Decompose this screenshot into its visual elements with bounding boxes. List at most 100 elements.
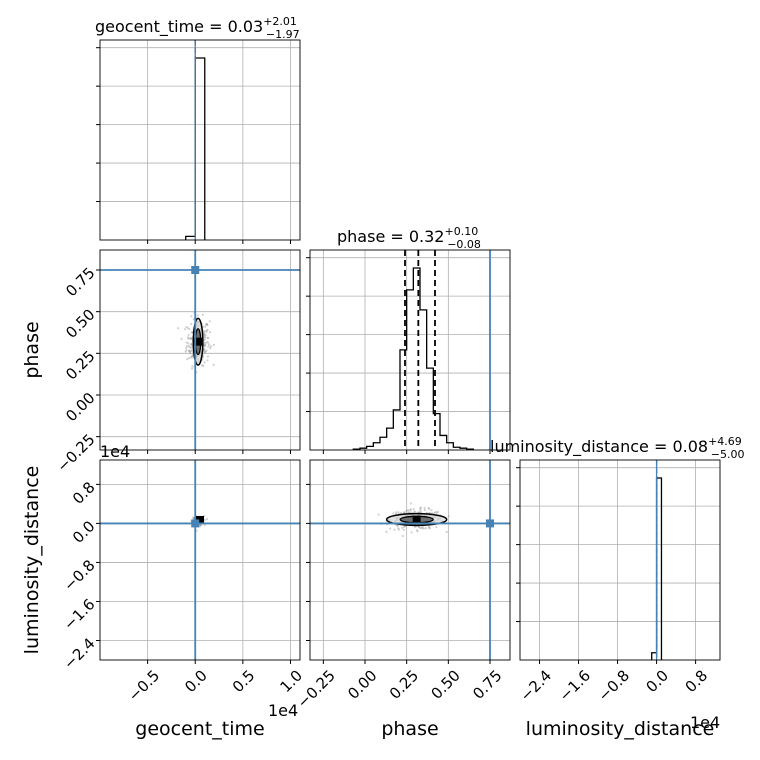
phase-vs-geocent-sample-point xyxy=(207,336,210,340)
x-tick-label: 0.75 xyxy=(469,666,505,702)
y-tick-label: 0.8 xyxy=(69,478,99,508)
ld-vs-phase-sample-point xyxy=(385,530,388,534)
ld-vs-phase-sample-point xyxy=(428,527,431,530)
ld-vs-phase-sample-point xyxy=(419,506,422,509)
panel-frame xyxy=(519,459,721,661)
ld-vs-phase-sample-point xyxy=(392,512,395,515)
panel-frame xyxy=(309,249,511,451)
ld-vs-phase-sample-point xyxy=(416,530,419,533)
y-axis-label-phase: phase xyxy=(21,321,43,378)
ld-vs-phase-sample-point xyxy=(413,510,417,513)
phase-vs-geocent-sample-point xyxy=(191,354,194,358)
ld-vs-geocent-sample-point xyxy=(203,518,206,521)
ld-vs-phase-sample-point xyxy=(433,511,436,515)
ld-vs-phase-sample-point xyxy=(419,510,422,513)
title-main: phase = 0.32 xyxy=(337,227,444,246)
phase-vs-geocent-sample-point xyxy=(203,344,206,347)
phase-vs-geocent-sample-point xyxy=(190,331,194,334)
phase-vs-geocent-sample-point xyxy=(189,352,192,355)
phase-vs-geocent-sample-point xyxy=(204,334,207,337)
phase-vs-geocent-sample-point xyxy=(185,325,188,329)
phase-vs-geocent-sample-point xyxy=(187,342,190,345)
title-lower-error: −1.97 xyxy=(266,28,300,41)
phase-vs-geocent-sample-point xyxy=(190,355,193,358)
ld-vs-phase-sample-point xyxy=(397,527,400,530)
ld-vs-phase-sample-point xyxy=(428,525,431,528)
x-tick-label: −2.4 xyxy=(517,666,555,704)
phase-vs-geocent-sample-point xyxy=(205,330,208,333)
ld-vs-phase-sample-point xyxy=(393,528,396,531)
phase-vs-geocent-sample-point xyxy=(203,351,206,355)
y-tick-label: 0.25 xyxy=(62,347,98,383)
ld-vs-phase-sample-point xyxy=(397,528,401,531)
panel-title-geocent_time: geocent_time = 0.03+2.01 −1.97 xyxy=(95,15,300,41)
panel-frame xyxy=(99,459,301,661)
ld-vs-phase-sample-point xyxy=(447,515,450,518)
phase-vs-geocent-sample-point xyxy=(206,336,209,340)
ld-vs-phase-sample-point xyxy=(409,508,412,511)
ld-vs-phase-sample-point xyxy=(409,509,412,512)
ld-vs-phase-sample-point xyxy=(395,511,398,514)
y-tick-label: 0.00 xyxy=(62,389,98,425)
ld-vs-phase-sample-point xyxy=(409,502,412,505)
phase-vs-geocent-sample-point xyxy=(187,336,190,339)
ld-vs-phase-sample-point xyxy=(419,507,422,510)
x-tick-label: 0.8 xyxy=(682,666,712,696)
phase-vs-geocent-sample-point xyxy=(212,363,215,366)
phase-vs-geocent-sample-point xyxy=(185,345,188,348)
title-main: geocent_time = 0.03 xyxy=(95,17,263,37)
ld-vs-phase-sample-point xyxy=(410,511,413,514)
x-tick-label: −0.8 xyxy=(595,666,633,704)
panel-frame xyxy=(99,39,301,241)
phase-vs-geocent-sample-point xyxy=(203,361,206,364)
ld-vs-phase-sample-point xyxy=(424,527,427,530)
phase-vs-geocent-sample-point xyxy=(207,345,210,348)
title-lower-error: −0.08 xyxy=(447,238,481,251)
phase-vs-geocent-sample-point xyxy=(205,323,208,326)
phase-vs-geocent-sample-point xyxy=(190,315,193,318)
y-tick-label: −0.8 xyxy=(60,556,98,594)
ld-vs-phase-truth-marker xyxy=(486,519,494,528)
phase-vs-geocent-sample-point xyxy=(188,350,191,353)
phase-vs-geocent-truth-marker xyxy=(191,266,200,274)
phase-vs-geocent-sample-point xyxy=(203,347,206,350)
phase-vs-geocent-density-peak xyxy=(194,337,203,346)
phase-vs-geocent-sample-point xyxy=(206,328,209,331)
ld-vs-phase-sample-point xyxy=(445,530,448,534)
ld-vs-phase-sample-point xyxy=(404,525,407,528)
phase-vs-geocent-sample-point xyxy=(204,350,207,353)
phase-vs-geocent-sample-point xyxy=(190,342,193,345)
phase-vs-geocent-sample-point xyxy=(189,343,192,346)
phase-vs-geocent-sample-point xyxy=(209,345,213,348)
phase-vs-geocent-sample-point xyxy=(189,346,192,349)
phase-vs-geocent-sample-point xyxy=(202,348,206,351)
phase-vs-geocent-sample-point xyxy=(191,354,194,357)
title-main: luminosity_distance = 0.08 xyxy=(490,437,708,457)
phase-vs-geocent-sample-point xyxy=(205,323,208,326)
ld-vs-geocent-sample-point xyxy=(199,524,202,527)
ld-vs-geocent-sample-point xyxy=(206,517,209,521)
x-axis-label-geocent_time: geocent_time xyxy=(135,718,264,740)
ld-vs-phase-sample-point xyxy=(402,528,405,531)
phase-vs-geocent-sample-point xyxy=(203,332,206,335)
phase-vs-geocent-sample-point xyxy=(188,349,191,352)
phase-vs-geocent-sample-point xyxy=(205,329,208,332)
panel-title-phase: phase = 0.32+0.10 −0.08 xyxy=(337,225,481,251)
y-tick-label: 0.0 xyxy=(69,517,99,547)
phase-vs-geocent-sample-point xyxy=(188,350,192,354)
ld-vs-phase-sample-point xyxy=(399,512,403,515)
panel-title-luminosity_distance: luminosity_distance = 0.08+4.69 −5.00 xyxy=(490,435,745,461)
panel-frame xyxy=(309,459,511,661)
x-tick-label: 0.00 xyxy=(344,666,380,702)
ld-vs-phase-sample-point xyxy=(417,525,420,528)
ld-vs-phase-sample-point xyxy=(427,507,430,510)
x-tick-label: 0.0 xyxy=(643,666,673,696)
scatter-layer xyxy=(177,311,450,538)
ld-vs-phase-sample-point xyxy=(397,511,400,514)
phase-vs-geocent-sample-point xyxy=(183,328,187,331)
phase-vs-geocent-sample-point xyxy=(205,349,208,352)
data-layer xyxy=(100,40,663,660)
phase-vs-geocent-sample-point xyxy=(187,344,190,348)
ld-vs-phase-sample-point xyxy=(430,509,433,512)
frames-layer xyxy=(96,39,721,664)
